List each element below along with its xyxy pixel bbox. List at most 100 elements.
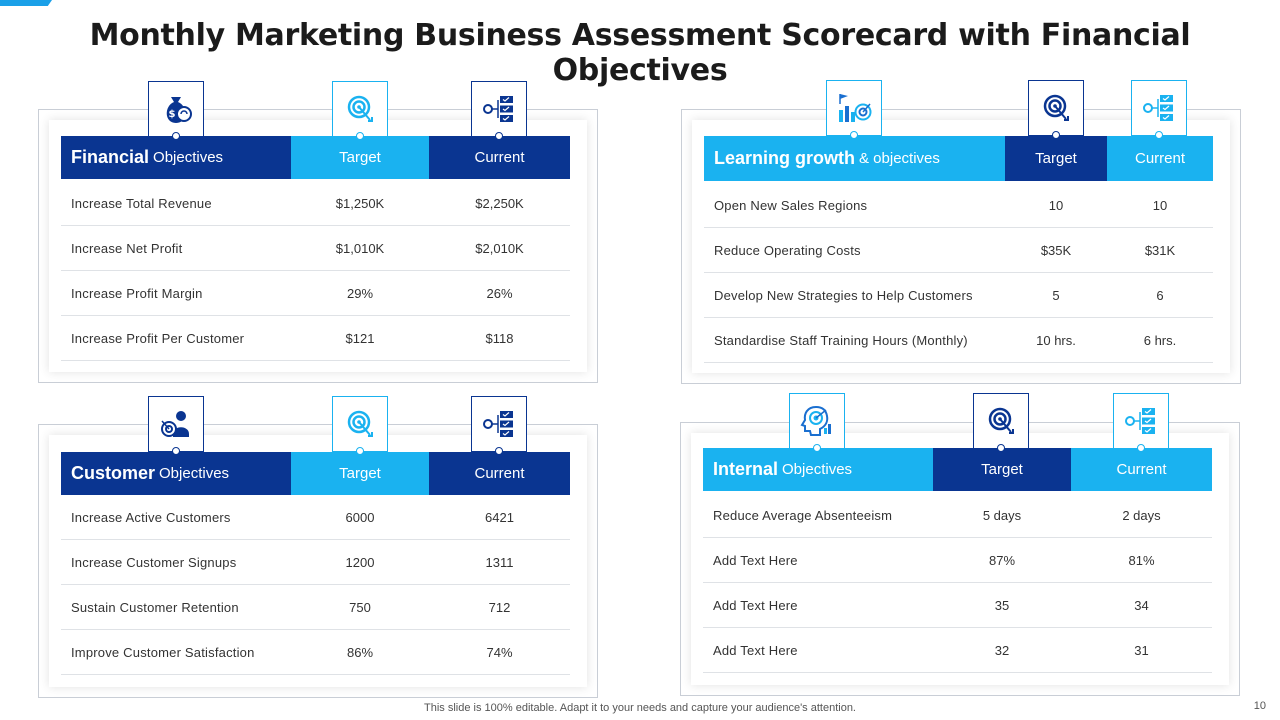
corner-accent — [0, 0, 52, 6]
row-target: 5 days — [982, 507, 1022, 523]
table-row: Add Text Here 35 34 — [703, 583, 1212, 628]
checklist-icon — [1131, 80, 1187, 139]
table-row: Standardise Staff Training Hours (Monthl… — [704, 318, 1213, 363]
customer-rows: Increase Active Customers 6000 6421 Incr… — [61, 495, 570, 675]
row-label: Sustain Customer Retention — [71, 599, 239, 615]
customer-title: Customer Objectives — [61, 452, 291, 495]
row-target: 5 — [1052, 287, 1060, 303]
financial-title-bold: Financial — [71, 147, 150, 167]
checklist-icon — [1113, 393, 1169, 452]
table-row: Increase Active Customers 6000 6421 — [61, 495, 570, 540]
learning-col-current: Current — [1107, 136, 1213, 181]
row-target: $121 — [345, 330, 375, 346]
row-label: Increase Profit Per Customer — [71, 330, 245, 346]
financial-rows: Increase Total Revenue $1,250K $2,250K I… — [61, 181, 570, 361]
row-label: Add Text Here — [713, 597, 798, 613]
row-current: 31 — [1134, 642, 1149, 658]
learning-title-bold: Learning growth — [714, 148, 855, 168]
table-row: Develop New Strategies to Help Customers… — [704, 273, 1213, 318]
table-row: Open New Sales Regions 10 10 — [704, 183, 1213, 228]
page-number: 10 — [1253, 700, 1266, 712]
row-current: 26% — [486, 285, 513, 301]
customer-title-light: Objectives — [159, 465, 230, 482]
footer-note: This slide is 100% editable. Adapt it to… — [424, 702, 856, 714]
table-row: Reduce Operating Costs $35K $31K — [704, 228, 1213, 273]
row-current: 6421 — [485, 509, 514, 525]
learning-header: Learning growth & objectives Target Curr… — [704, 136, 1213, 181]
row-current: 81% — [1128, 552, 1155, 568]
row-target: 10 — [1048, 197, 1064, 213]
row-current: 6 hrs. — [1143, 332, 1177, 348]
table-row: Reduce Average Absenteeism 5 days 2 days — [703, 493, 1212, 538]
table-row: Increase Total Revenue $1,250K $2,250K — [61, 181, 570, 226]
row-label: Open New Sales Regions — [714, 197, 868, 213]
table-row: Increase Customer Signups 1200 1311 — [61, 540, 570, 585]
checklist-icon — [471, 396, 527, 455]
row-label: Increase Profit Margin — [71, 285, 203, 301]
row-label: Increase Customer Signups — [71, 554, 237, 570]
svg-text:$: $ — [169, 109, 176, 120]
row-current: $118 — [485, 330, 514, 346]
target-icon — [1028, 80, 1084, 139]
row-current: 1311 — [485, 554, 514, 570]
row-current: $2,250K — [475, 195, 524, 211]
row-label: Standardise Staff Training Hours (Monthl… — [714, 332, 968, 348]
internal-col-target: Target — [933, 448, 1071, 491]
row-label: Increase Active Customers — [71, 509, 231, 525]
target-icon — [973, 393, 1029, 452]
row-target: 86% — [346, 644, 374, 660]
row-current: $31K — [1144, 242, 1176, 258]
table-row: Increase Profit Per Customer $121 $118 — [61, 316, 570, 361]
row-label: Add Text Here — [713, 642, 798, 658]
row-label: Increase Net Profit — [71, 240, 183, 256]
row-target: $35K — [1040, 242, 1072, 258]
row-current: 34 — [1134, 597, 1149, 613]
table-row: Improve Customer Satisfaction 86% 74% — [61, 630, 570, 675]
target-icon — [332, 396, 388, 455]
financial-header: Financial Objectives Target Current — [61, 136, 570, 179]
row-target: 35 — [994, 597, 1010, 613]
table-row: Add Text Here 32 31 — [703, 628, 1212, 673]
customer-header: Customer Objectives Target Current — [61, 452, 570, 495]
target-icon — [332, 81, 388, 140]
table-row: Add Text Here 87% 81% — [703, 538, 1212, 583]
row-current: 74% — [486, 644, 513, 660]
row-current: 712 — [488, 599, 511, 615]
internal-title-light: Objectives — [782, 461, 853, 478]
row-target: 32 — [994, 642, 1010, 658]
internal-title-bold: Internal — [713, 459, 779, 479]
row-label: Increase Total Revenue — [71, 195, 212, 211]
money-bag-icon: $ — [148, 81, 204, 140]
customer-col-current: Current — [429, 452, 570, 495]
row-label: Reduce Average Absenteeism — [713, 507, 893, 523]
row-label: Develop New Strategies to Help Customers — [714, 287, 973, 303]
row-current: 6 — [1156, 287, 1164, 303]
internal-rows: Reduce Average Absenteeism 5 days 2 days… — [703, 493, 1212, 673]
customer-title-bold: Customer — [71, 463, 156, 483]
row-label: Improve Customer Satisfaction — [71, 644, 255, 660]
row-current: $2,010K — [475, 240, 524, 256]
financial-title-light: Objectives — [153, 149, 224, 166]
checklist-icon — [471, 81, 527, 140]
table-row: Increase Net Profit $1,010K $2,010K — [61, 226, 570, 271]
learning-col-target: Target — [1005, 136, 1107, 181]
row-target: 87% — [988, 552, 1016, 568]
row-target: 1200 — [345, 554, 375, 570]
table-row: Increase Profit Margin 29% 26% — [61, 271, 570, 316]
customer-target-icon — [148, 396, 204, 455]
row-target: $1,250K — [335, 195, 385, 211]
learning-rows: Open New Sales Regions 10 10 Reduce Oper… — [704, 183, 1213, 363]
row-target: 750 — [349, 599, 371, 615]
row-current: 10 — [1152, 197, 1168, 213]
learning-title-light: & objectives — [859, 150, 940, 167]
internal-col-current: Current — [1071, 448, 1212, 491]
row-label: Reduce Operating Costs — [714, 242, 861, 258]
row-target: 29% — [346, 285, 374, 301]
row-target: $1,010K — [335, 240, 385, 256]
row-label: Add Text Here — [713, 552, 798, 568]
customer-col-target: Target — [291, 452, 429, 495]
page-title: Monthly Marketing Business Assessment Sc… — [89, 18, 1191, 88]
financial-title: Financial Objectives — [61, 136, 291, 179]
row-current: 2 days — [1122, 507, 1161, 523]
row-target: 10 hrs. — [1036, 332, 1076, 348]
